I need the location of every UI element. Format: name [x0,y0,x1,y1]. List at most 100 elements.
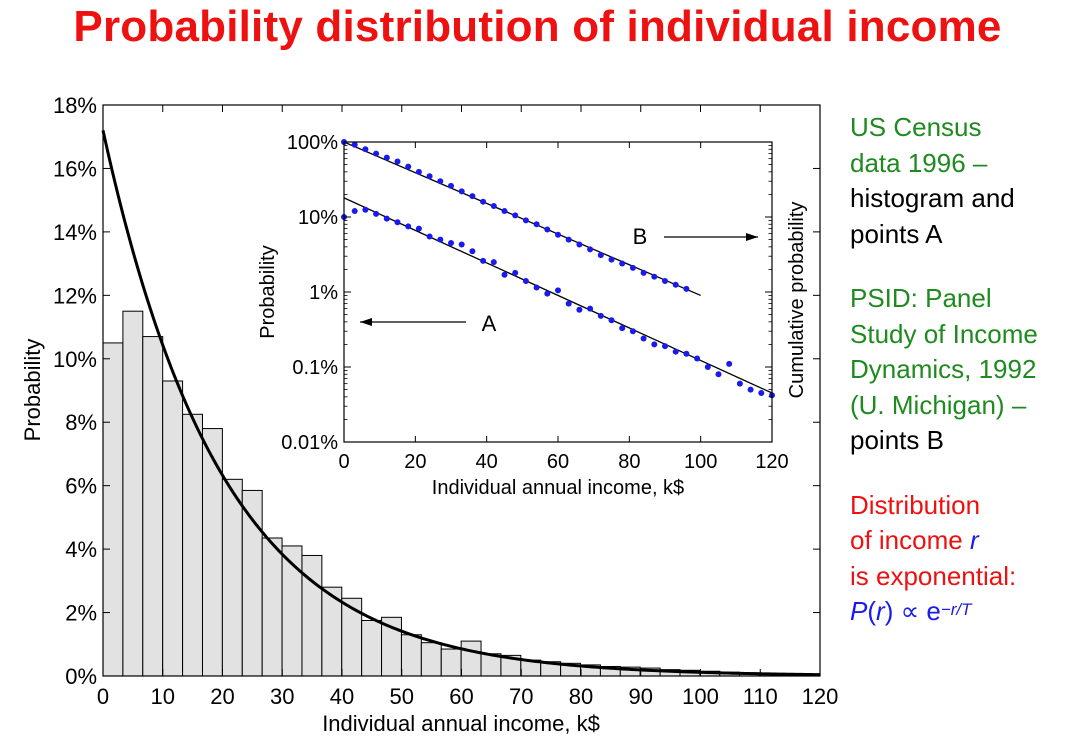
note-census-line: US Census [850,112,982,142]
note-psid-line: (U. Michigan) – [850,389,1027,420]
data-point-b [490,203,497,210]
inset-x-tick-label: 40 [476,451,498,473]
inset-x-tick-label: 100 [684,451,717,473]
data-point-a [672,348,679,355]
histogram-bar [142,336,164,677]
main-x-tick-label: 40 [330,684,354,709]
histogram-bar [201,428,223,677]
data-point-b [544,226,551,233]
note-distribution-line: is exponential: [850,560,1017,591]
inset-x-tick-label: 80 [618,451,640,473]
data-point-a [758,390,765,397]
main-x-tick-label: 120 [802,684,839,709]
main-x-axis-label: Individual annual income, k$ [322,711,600,736]
data-point-b [619,260,626,267]
main-y-tick-label: 2% [65,601,97,626]
data-point-a [351,208,358,215]
note-psid-line: Study of Income [850,318,1038,349]
data-point-a [587,305,594,312]
data-point-a [522,278,529,285]
histogram-bar [102,342,124,677]
histogram-bar [221,478,243,677]
main-x-tick-label: 60 [449,684,473,709]
data-point-b [469,193,476,200]
data-point-a [448,240,454,247]
data-point-b [405,163,412,170]
data-point-a [715,371,722,378]
main-x-tick-label: 30 [270,684,294,709]
formula-exponent: −r/T [940,600,972,619]
main-x-tick-label: 110 [743,684,778,709]
data-point-b [587,246,594,253]
histogram-bar [162,380,184,677]
inset-annotations: B A [360,224,758,336]
note-census: US Census data 1996 – histogram and poin… [850,110,1075,252]
data-point-a [362,206,369,213]
data-point-b [640,269,647,276]
histogram-bar [361,619,383,677]
data-point-a [662,343,668,350]
data-point-b [555,231,561,238]
main-x-tick-label: 20 [210,684,234,709]
inset-fit-lines [343,141,773,394]
data-point-a [726,360,733,367]
note-psid: PSID: Panel Study of Income Dynamics, 19… [850,281,1075,459]
inset-y-tick-label: 1% [309,282,338,304]
data-point-a [640,335,647,342]
data-point-a [437,236,444,243]
histogram-bar [420,642,442,677]
main-y-tick-label: 6% [65,474,97,499]
main-x-tick-label: 50 [390,684,414,709]
data-point-b [501,208,508,215]
main-x-tick-label: 80 [569,684,593,709]
main-y-tick-label: 16% [53,156,97,181]
data-point-b [629,264,636,271]
fit-line-a [343,197,773,394]
data-point-a [490,259,497,266]
data-point-b [522,217,529,224]
inset-y-tick-label: 10% [298,207,338,229]
data-point-b [383,154,390,161]
annotation-a-label: A [482,311,497,336]
data-point-a [394,219,401,226]
data-point-a [415,225,422,232]
histogram-bar [440,648,462,677]
note-psid-line: points B [850,425,944,455]
main-x-tick-label: 100 [682,684,719,709]
main-y-tick-label: 18% [53,93,97,118]
data-point-a [747,386,754,393]
data-point-a [469,248,476,255]
histogram-bar [122,310,144,677]
main-x-tick-label: 10 [151,684,175,709]
inset-right-axis-label: Cumulative probability [786,202,808,399]
note-distribution-line: of income r [850,523,1075,559]
data-point-b [394,158,401,165]
data-point-b [373,150,380,157]
data-point-b [480,198,487,205]
data-point-b [458,188,465,195]
inset-x-tick-label: 0 [338,451,349,473]
data-point-a [405,223,412,230]
annotation-a-arrowhead [360,318,372,326]
inset-x-tick-label: 60 [547,451,569,473]
annotation-b-arrowhead [746,233,758,241]
income-variable: r [969,525,979,555]
inset-x-tick-label: 120 [755,451,788,473]
data-point-a [383,215,390,222]
formula: P(r) ∝ e−r/T [850,594,1075,630]
inset-x-tick-label: 20 [404,451,426,473]
data-point-a [480,257,487,264]
data-point-a [704,364,711,370]
histogram-bar [261,537,283,677]
data-point-b [662,278,668,285]
data-point-a [736,380,743,387]
data-point-b [448,182,454,189]
formula-r: r [876,596,885,626]
main-y-tick-label: 10% [53,347,97,372]
data-point-b [608,256,615,263]
formula-p: P [850,596,868,626]
data-point-b [651,273,658,280]
inset-y-tick-label: 100% [287,132,338,154]
data-point-a [619,325,626,332]
